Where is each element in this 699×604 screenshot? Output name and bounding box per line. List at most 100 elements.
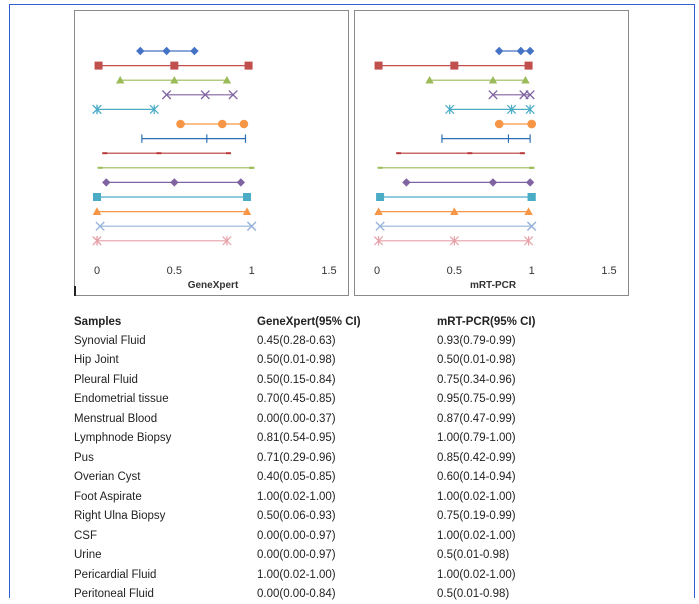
data-point: [170, 62, 178, 70]
header-genexpert: GeneXpert(95% CI): [257, 312, 437, 331]
results-table: Samples GeneXpert(95% CI) mRT-PCR(95% CI…: [74, 312, 587, 604]
ci-series: [375, 62, 533, 70]
sample-cell: Menstrual Blood: [74, 409, 257, 429]
ci-series: [93, 105, 159, 114]
data-point: [525, 62, 533, 70]
data-point: [218, 120, 227, 129]
sample-cell: Pleural Fluid: [74, 370, 257, 390]
mrtpcr-cell: 0.93(0.79-0.99): [437, 331, 587, 351]
header-samples: Samples: [74, 312, 257, 331]
mrtpcr-cell: 0.85(0.42-0.99): [437, 448, 587, 468]
mrtpcr-cell: 1.00(0.02-1.00): [437, 565, 587, 585]
mrtpcr-cell: 0.87(0.47-0.99): [437, 409, 587, 429]
data-point: [495, 120, 504, 129]
data-point: [245, 62, 253, 70]
x-tick-label: 1.5: [601, 265, 616, 277]
mrtpcr-cell: 1.00(0.02-1.00): [437, 526, 587, 546]
ci-series: [162, 91, 237, 99]
genexpert-cell: 0.71(0.29-0.96): [257, 448, 437, 468]
data-point: [162, 47, 170, 55]
x-tick-label: 1: [529, 265, 535, 277]
genexpert-plot: 0 0.5 1 1.5 GeneXpert: [75, 11, 350, 297]
ci-series: [425, 76, 529, 84]
ci-series: [376, 193, 536, 201]
sample-cell: Pus: [74, 448, 257, 468]
data-point: [176, 120, 185, 129]
genexpert-cell: 0.50(0.06-0.93): [257, 507, 437, 527]
mrtpcr-cell: 0.5(0.01-0.98): [437, 546, 587, 566]
genexpert-cell: 0.50(0.15-0.84): [257, 370, 437, 390]
data-point: [190, 47, 198, 55]
data-point: [240, 120, 249, 129]
data-point: [489, 178, 497, 186]
mrtpcr-cell: 0.5(0.01-0.98): [437, 585, 587, 604]
ci-series: [136, 47, 199, 55]
x-tick-label: 1.5: [321, 265, 336, 277]
table-header-row: Samples GeneXpert(95% CI) mRT-PCR(95% CI…: [74, 312, 587, 331]
ci-series: [93, 193, 251, 201]
ci-series: [374, 236, 532, 245]
genexpert-cell: 0.00(0.00-0.97): [257, 546, 437, 566]
genexpert-cell: 1.00(0.02-1.00): [257, 487, 437, 507]
ci-series: [376, 222, 536, 230]
genexpert-cell: 0.40(0.05-0.85): [257, 468, 437, 488]
ci-series: [374, 207, 532, 215]
x-tick-label: 0: [94, 265, 100, 277]
x-axis-title: mRT-PCR: [470, 280, 517, 291]
genexpert-cell: 0.50(0.01-0.98): [257, 351, 437, 371]
data-point: [528, 193, 536, 201]
ci-series: [495, 120, 536, 129]
data-point: [517, 47, 525, 55]
data-point: [237, 178, 245, 186]
data-point: [170, 178, 178, 186]
x-tick-label: 1: [249, 265, 255, 277]
sample-cell: Synovial Fluid: [74, 331, 257, 351]
data-point: [376, 193, 384, 201]
ci-series: [93, 207, 251, 215]
data-point: [95, 62, 103, 70]
ci-series: [95, 62, 253, 70]
ci-series: [142, 134, 246, 142]
sample-cell: Peritoneal Fluid: [74, 585, 257, 604]
mrtpcr-cell: 0.60(0.14-0.94): [437, 468, 587, 488]
genexpert-cell: 0.00(0.00-0.97): [257, 526, 437, 546]
data-point: [243, 193, 251, 201]
ci-series: [489, 91, 535, 99]
data-point: [136, 47, 144, 55]
ci-series: [445, 105, 534, 114]
ci-series: [93, 236, 231, 245]
sample-cell: Foot Aspirate: [74, 487, 257, 507]
mrtpcr-cell: 0.75(0.19-0.99): [437, 507, 587, 527]
genexpert-cell: 0.00(0.00-0.84): [257, 585, 437, 604]
mrtpcr-cell: 0.75(0.34-0.96): [437, 370, 587, 390]
data-point: [102, 178, 110, 186]
x-axis-title: GeneXpert: [188, 280, 239, 291]
x-tick-label: 0: [374, 265, 380, 277]
sample-cell: CSF: [74, 526, 257, 546]
sample-cell: Overian Cyst: [74, 468, 257, 488]
data-point: [402, 178, 410, 186]
data-point: [526, 47, 534, 55]
ci-series: [176, 120, 248, 129]
sample-cell: Urine: [74, 546, 257, 566]
x-tick-label: 0.5: [167, 265, 182, 277]
ci-series: [102, 178, 245, 186]
genexpert-chart: 0 0.5 1 1.5 GeneXpert: [74, 10, 349, 296]
data-point: [526, 178, 534, 186]
genexpert-cell: 1.00(0.02-1.00): [257, 565, 437, 585]
genexpert-cell: 0.81(0.54-0.95): [257, 429, 437, 449]
ci-series: [116, 76, 231, 84]
header-mrtpcr: mRT-PCR(95% CI): [437, 312, 587, 331]
